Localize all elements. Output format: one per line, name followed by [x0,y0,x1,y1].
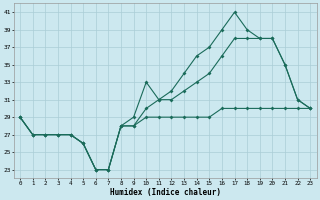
X-axis label: Humidex (Indice chaleur): Humidex (Indice chaleur) [110,188,220,197]
